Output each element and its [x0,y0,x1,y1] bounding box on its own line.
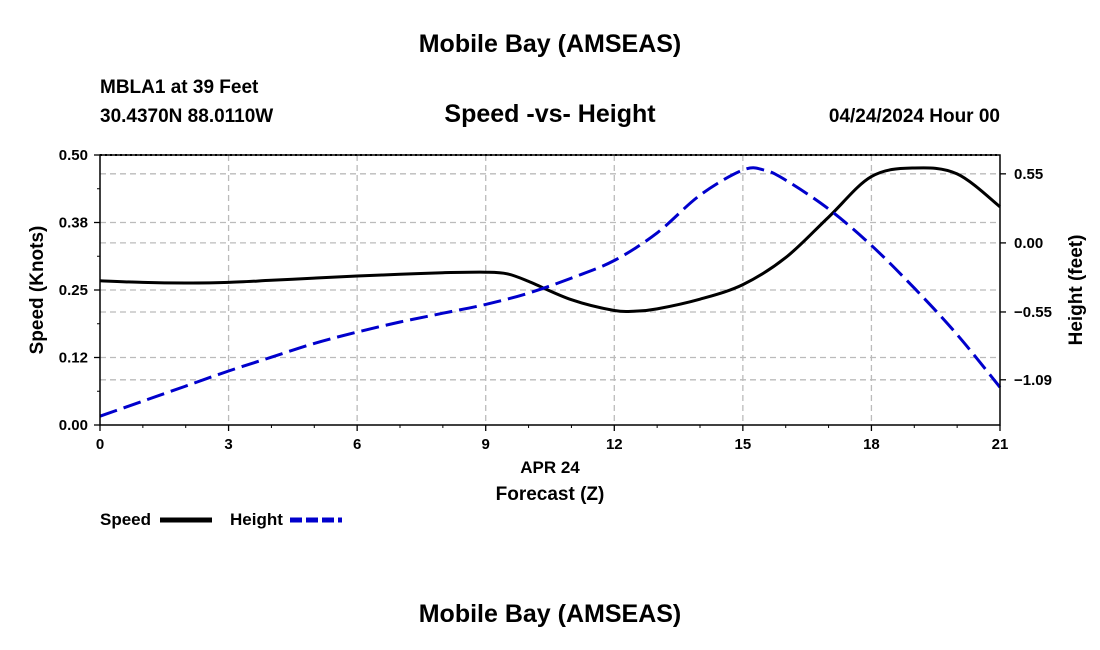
y-tick-label: 0.12 [59,350,88,367]
y2-tick-label: −1.09 [1014,372,1052,389]
y2-axis-label: Height (feet) [1066,235,1087,346]
y-axis-label: Speed (Knots) [27,226,48,355]
y-tick-label: 0.25 [59,282,88,299]
x-axis-label: Forecast (Z) [496,484,605,505]
x-tick-label: 0 [96,436,104,453]
axes: 0 3 6 9 12 15 18 21 0.00 0.12 0.25 0.38 0.50 0.55 0.00… [59,147,1052,453]
y-tick-label: 0.00 [59,417,88,434]
series-line-speed [99,166,1001,314]
x-axis-sublabel: APR 24 [520,458,580,477]
y2-tick-label: 0.55 [1014,166,1043,183]
legend-height-label: Height [230,510,283,529]
x-tick-label: 9 [482,436,490,453]
legend: Speed Height [100,510,342,529]
x-tick-label: 12 [606,436,623,453]
y-tick-label: 0.38 [59,215,88,232]
x-tick-label: 21 [992,436,1009,453]
x-tick-label: 18 [863,436,880,453]
main-title: Mobile Bay (AMSEAS) [418,30,682,58]
station-label: MBLA1 at 39 Feet [100,77,259,98]
x-tick-label: 6 [353,436,361,453]
x-tick-label: 15 [735,436,752,453]
datetime-label: 04/24/2024 Hour 00 [828,106,1000,127]
coordinates-label: 30.4370N 88.0110W [100,106,274,127]
series-lines [99,166,1002,418]
legend-speed-label: Speed [100,510,151,529]
y2-tick-label: −0.55 [1014,304,1052,321]
series-line-height [99,166,1002,418]
chart-title: Speed -vs- Height [444,100,656,128]
y-tick-label: 0.50 [59,147,88,164]
y2-tick-label: 0.00 [1014,235,1043,252]
footer-title: Mobile Bay (AMSEAS) [418,600,682,628]
x-tick-label: 3 [224,436,232,453]
